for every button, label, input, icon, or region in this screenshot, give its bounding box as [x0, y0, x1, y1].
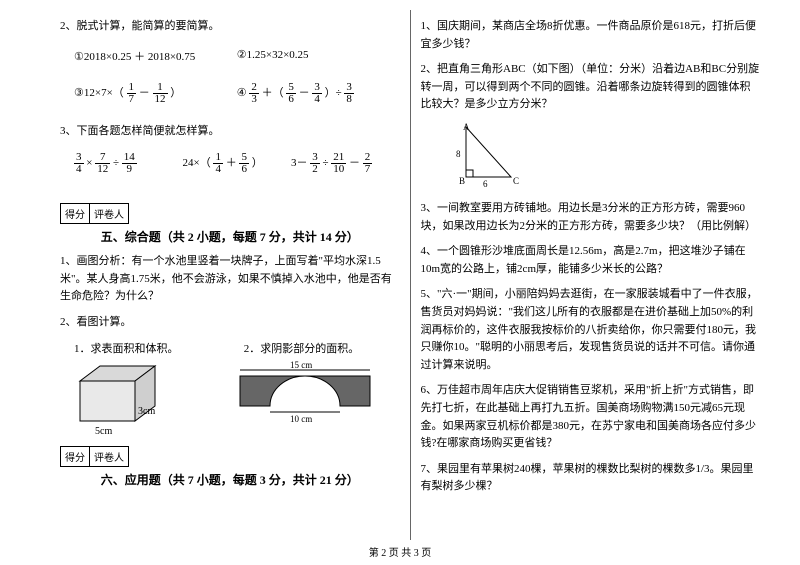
q3-title: 3、下面各题怎样简便就怎样算。 [60, 123, 400, 141]
q3-row: 34 × 712 ÷ 149 24×（ 14 ＋ 56 ） 3－ 32 ÷ [74, 152, 400, 175]
right-column: 1、国庆期间，某商店全场8折优惠。一件商品原价是618元，打折后便宜多少钱？ 2… [411, 10, 771, 540]
eq4-pre: ④ [237, 87, 247, 99]
svg-text:8: 8 [456, 149, 461, 159]
frac-21-10: 2110 [331, 152, 346, 175]
eq4: ④ 23 ＋（ 56 － 34 ）÷ 38 [237, 82, 400, 105]
q5-2b: 2．求阴影部分的面积。 [244, 340, 400, 356]
frac-14-9: 149 [122, 152, 137, 175]
eq3-pre: ③12×7×（ [74, 87, 124, 99]
eq3a: 34 × 712 ÷ 149 [74, 152, 183, 175]
eq2: ②1.25×32×0.25 [237, 48, 400, 64]
eq3-mid: － [139, 87, 153, 99]
score-box-5: 得分 评卷人 [60, 203, 129, 224]
frac-2-7: 27 [363, 152, 373, 175]
diagram-right: 2．求阴影部分的面积。 15 cm 10 cm [230, 340, 400, 436]
frac-3-4b: 34 [74, 152, 84, 175]
eq3b: 24×（ 14 ＋ 56 ） [183, 152, 292, 175]
diagrams: 1．求表面积和体积。 3cm 5cm 2．求阴影部分的面积。 15 cm [60, 340, 400, 436]
frac-7-12: 712 [95, 152, 110, 175]
left-column: 2、脱式计算，能简算的要简算。 ①2018×0.25 ＋ 2018×0.75 ②… [50, 10, 411, 540]
svg-text:A: A [463, 122, 470, 132]
r5: 5、"六·一"期间，小丽陪妈妈去逛街，在一家服装城看中了一件衣服，售货员对妈妈说… [421, 286, 761, 374]
frac-3-4: 34 [312, 82, 322, 105]
score-l2: 得分 [61, 447, 90, 466]
r3: 3、一间教室要用方砖铺地。用边长是3分米的正方形方砖，需要960块，如果改用边长… [421, 200, 761, 235]
frac-3-8: 38 [344, 82, 354, 105]
cuboid-icon: 3cm 5cm [60, 356, 170, 436]
section6-title: 六、应用题（共 7 小题，每题 3 分，共计 21 分） [60, 471, 400, 488]
svg-text:6: 6 [483, 179, 488, 189]
q5-2a: 1．求表面积和体积。 [74, 340, 230, 356]
section5-title: 五、综合题（共 2 小题，每题 7 分，共计 14 分） [60, 228, 400, 245]
eq3c-m2: － [349, 157, 363, 169]
eq3-suf: ） [170, 87, 181, 99]
frac-5-6b: 56 [239, 152, 249, 175]
triangle-icon: A B C 8 6 [451, 122, 531, 192]
svg-text:5cm: 5cm [95, 426, 112, 436]
eq4-a: ＋（ [262, 87, 284, 99]
eq3a-m2: ÷ [113, 157, 119, 169]
r7: 7、果园里有苹果树240棵，苹果树的棵数比梨树的棵数多1/3。果园里有梨树多少棵… [421, 461, 761, 496]
eq3b-pre: 24×（ [183, 157, 211, 169]
score-r2: 评卷人 [90, 447, 128, 466]
svg-text:C: C [513, 176, 519, 186]
score-l: 得分 [61, 204, 90, 223]
eq3a-m1: × [86, 157, 92, 169]
frac-2-3: 23 [249, 82, 259, 105]
page-footer: 第 2 页 共 3 页 [0, 544, 800, 559]
eq3c-pre: 3－ [291, 157, 308, 169]
columns: 2、脱式计算，能简算的要简算。 ①2018×0.25 ＋ 2018×0.75 ②… [0, 0, 800, 540]
arch-icon: 15 cm 10 cm [230, 356, 380, 426]
q5-1: 1、画图分析：有一个水池里竖着一块牌子，上面写着"平均水深1.5米"。某人身高1… [60, 253, 400, 306]
frac-1-7: 17 [127, 82, 137, 105]
svg-text:B: B [459, 176, 465, 186]
r6: 6、万佳超市周年店庆大促销销售豆浆机，采用"折上折"方式销售，即先打七折，在此基… [421, 382, 761, 452]
eq4-c: ）÷ [325, 87, 342, 99]
score-r: 评卷人 [90, 204, 128, 223]
eq3c-m1: ÷ [323, 157, 329, 169]
frac-1-4: 14 [213, 152, 223, 175]
svg-text:3cm: 3cm [138, 406, 155, 417]
svg-text:15 cm: 15 cm [290, 360, 312, 370]
r1: 1、国庆期间，某商店全场8折优惠。一件商品原价是618元，打折后便宜多少钱？ [421, 18, 761, 53]
svg-text:10 cm: 10 cm [290, 414, 312, 424]
frac-1-12: 112 [153, 82, 168, 105]
r4: 4、一个圆锥形沙堆底面周长是12.56m，高是2.7m，把这堆沙子铺在10m宽的… [421, 243, 761, 278]
frac-3-2: 32 [310, 152, 320, 175]
r2: 2、把直角三角形ABC（如下图）（单位：分米）沿着边AB和BC分别旋转一周，可以… [421, 61, 761, 114]
eq4-b: － [299, 87, 313, 99]
eq3b-suf: ） [252, 157, 263, 169]
diagram-left: 1．求表面积和体积。 3cm 5cm [60, 340, 230, 436]
q2-row2: ③12×7×（ 17 － 112 ） ④ 23 ＋（ 56 － 34 ）÷ 38 [74, 82, 400, 105]
eq3: ③12×7×（ 17 － 112 ） [74, 82, 237, 105]
q5-2: 2、看图计算。 [60, 314, 400, 332]
eq3b-mid: ＋ [226, 157, 240, 169]
q2-row1: ①2018×0.25 ＋ 2018×0.75 ②1.25×32×0.25 [74, 48, 400, 64]
q2-title: 2、脱式计算，能简算的要简算。 [60, 18, 400, 36]
page: 2、脱式计算，能简算的要简算。 ①2018×0.25 ＋ 2018×0.75 ②… [0, 0, 800, 565]
eq1: ①2018×0.25 ＋ 2018×0.75 [74, 48, 237, 64]
frac-5-6: 56 [286, 82, 296, 105]
score-box-6: 得分 评卷人 [60, 446, 129, 467]
eq3c: 3－ 32 ÷ 2110 － 27 [291, 152, 400, 175]
